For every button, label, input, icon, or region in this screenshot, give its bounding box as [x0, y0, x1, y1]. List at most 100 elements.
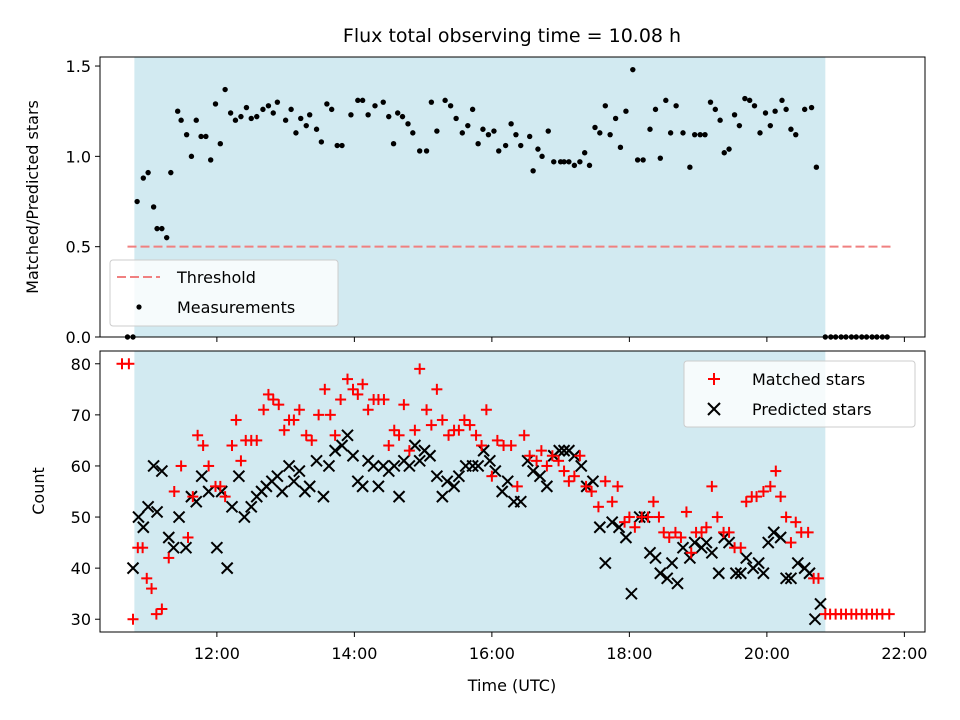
- measurement-point: [657, 155, 664, 161]
- predicted-star-point: [599, 556, 612, 570]
- measurement-point: [150, 204, 157, 210]
- matched-star-point: [505, 440, 517, 452]
- measurement-point: [313, 126, 320, 132]
- predicted-star-point: [514, 495, 527, 508]
- bottom-xtick-label: 18:00: [606, 644, 652, 663]
- predicted-star-point: [553, 444, 566, 457]
- measurement-point: [592, 124, 598, 131]
- measurement-point: [405, 121, 411, 127]
- bottom-ytick-label: 40: [71, 559, 91, 578]
- predicted-star-point: [293, 464, 306, 478]
- legend-measurements-swatch: [136, 304, 142, 310]
- predicted-star-point: [150, 505, 164, 519]
- measurement-point: [174, 108, 181, 114]
- predicted-star-point: [791, 556, 805, 570]
- measurement-point: [183, 131, 190, 138]
- predicted-star-point: [477, 444, 490, 457]
- x-axis-label: Time (UTC): [467, 676, 556, 695]
- matched-star-point: [235, 455, 247, 467]
- matched-star-point: [563, 475, 575, 487]
- measurement-point: [717, 117, 723, 123]
- predicted-star-point: [137, 521, 150, 534]
- matched-star-point: [163, 552, 175, 564]
- matched-star-point: [262, 388, 274, 400]
- predicted-star-point: [346, 449, 360, 462]
- predicted-star-point: [466, 459, 479, 473]
- count-panel: 30 40 50 60 70 80 12:00 14:00 16:00 18:00 20:00 22…: [29, 350, 927, 663]
- predicted-star-point: [195, 469, 208, 483]
- measurement-point: [673, 103, 679, 109]
- measurement-point: [581, 150, 588, 156]
- measurement-point: [423, 148, 430, 154]
- predicted-star-point: [328, 444, 342, 457]
- predicted-star-point: [688, 536, 701, 549]
- top-ytick-label: 0.5: [66, 238, 91, 257]
- measurement-point: [198, 133, 204, 140]
- matched-star-point: [409, 424, 421, 436]
- matched-star-point: [586, 486, 598, 497]
- measurement-point: [751, 103, 758, 109]
- matched-star-point: [383, 440, 395, 452]
- predicted-star-point: [388, 459, 401, 473]
- bottom-ylabel: Count: [29, 467, 48, 515]
- measurement-point: [779, 97, 785, 104]
- matched-star-point: [696, 526, 708, 538]
- measurement-point: [348, 112, 354, 118]
- measurement-point: [248, 115, 254, 122]
- top-ylabel: Matched/Predicted stars: [23, 100, 42, 294]
- measurement-point: [270, 110, 276, 116]
- measurement-point: [399, 113, 406, 120]
- measurement-point: [288, 106, 294, 113]
- matched-star-point: [723, 526, 735, 538]
- measurement-point: [469, 106, 476, 113]
- predicted-star-point: [593, 521, 607, 534]
- measurement-point: [475, 141, 481, 147]
- measurement-point: [612, 115, 619, 122]
- matched-star-point: [653, 511, 665, 523]
- predicted-star-point: [612, 521, 626, 534]
- predicted-star-point: [660, 572, 674, 585]
- matched-star-point: [629, 521, 641, 533]
- measurement-point: [324, 101, 330, 107]
- measurement-point: [193, 117, 199, 123]
- predicted-star-point: [762, 536, 775, 549]
- matched-star-point: [329, 429, 341, 441]
- matched-star-point: [592, 501, 604, 513]
- legend-matched-label: Matched stars: [752, 370, 865, 389]
- predicted-star-point: [413, 454, 426, 468]
- predicted-star-point: [671, 577, 684, 590]
- matched-star-point: [480, 404, 492, 416]
- measurement-point: [274, 99, 281, 105]
- matched-star-point: [663, 531, 675, 543]
- predicted-star-point: [483, 454, 497, 468]
- measurement-point: [617, 144, 624, 151]
- matched-star-point: [524, 450, 536, 462]
- predicted-star-point: [729, 567, 743, 580]
- matched-star-point: [300, 429, 312, 441]
- matched-stars-series: [116, 358, 895, 625]
- predicted-star-point: [408, 439, 422, 452]
- top-ytick-label: 0.0: [66, 328, 91, 347]
- predicted-star-point: [179, 541, 193, 554]
- predicted-star-point: [808, 613, 822, 626]
- measurement-point: [243, 104, 250, 111]
- measurement-point: [602, 103, 609, 109]
- predicted-star-point: [722, 536, 736, 549]
- matched-star-point: [647, 496, 659, 508]
- matched-star-point: [568, 470, 580, 482]
- measurement-point: [390, 141, 397, 147]
- matched-star-point: [273, 399, 285, 411]
- measurement-point: [813, 164, 820, 170]
- measurement-point: [731, 112, 738, 118]
- predicted-star-point: [712, 567, 725, 580]
- matched-star-point: [669, 526, 681, 538]
- matched-star-point: [293, 404, 305, 416]
- measurement-point: [428, 99, 435, 105]
- predicted-star-point: [705, 546, 719, 560]
- bottom-ytick-label: 60: [71, 457, 91, 476]
- matched-star-point: [780, 511, 792, 523]
- predicted-star-point: [210, 541, 224, 554]
- measurement-point: [232, 117, 239, 123]
- matched-star-point: [619, 516, 631, 528]
